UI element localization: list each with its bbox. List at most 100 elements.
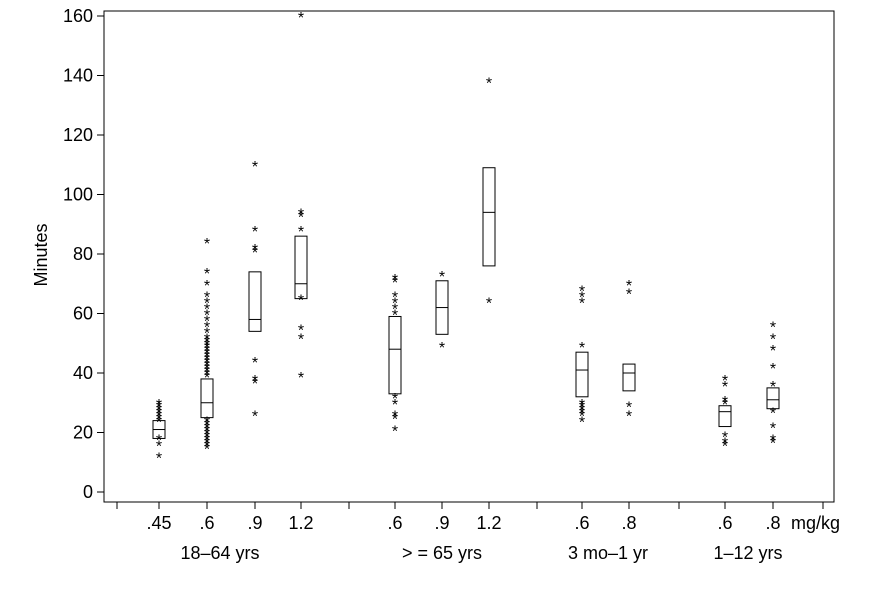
outlier-point: * [770, 319, 776, 336]
outlier-point: * [486, 296, 492, 313]
outlier-point: * [156, 450, 162, 467]
y-tick-label: 160 [63, 6, 93, 26]
outlier-point: * [204, 364, 210, 381]
outlier-point: * [722, 438, 728, 455]
outlier-point: * [204, 424, 210, 441]
outlier-point: * [204, 340, 210, 357]
outlier-point: * [392, 308, 398, 325]
box [294, 235, 308, 300]
outlier-point: * [579, 415, 585, 432]
outlier-point: * [204, 361, 210, 378]
outlier-point: * [204, 432, 210, 449]
group-label: 1–12 yrs [713, 543, 782, 563]
outlier-point: * [392, 391, 398, 408]
outlier-point: * [204, 441, 210, 458]
outlier-point: * [204, 313, 210, 330]
outlier-point: * [204, 290, 210, 307]
outlier-point: * [204, 319, 210, 336]
outlier-point: * [252, 355, 258, 372]
outlier-point: * [252, 373, 258, 390]
outlier-point: * [486, 75, 492, 92]
outlier-point: * [252, 224, 258, 241]
outlier-point: * [156, 412, 162, 429]
dose-label: .8 [621, 513, 636, 533]
outlier-point: * [722, 394, 728, 411]
outlier-point: * [204, 296, 210, 313]
outlier-point: * [204, 352, 210, 369]
outlier-point: * [392, 272, 398, 289]
outlier-point: * [770, 361, 776, 378]
outlier-point: * [204, 415, 210, 432]
outlier-point: * [156, 432, 162, 449]
group-label: 18–64 yrs [180, 543, 259, 563]
outlier-point: * [722, 435, 728, 452]
outlier-point: * [722, 379, 728, 396]
outlier-point: * [252, 245, 258, 262]
outlier-point: * [204, 367, 210, 384]
outlier-point: * [770, 432, 776, 449]
dose-label: .6 [199, 513, 214, 533]
y-tick-label: 80 [73, 244, 93, 264]
outlier-point: * [392, 296, 398, 313]
box [248, 271, 262, 332]
outlier-point: * [204, 355, 210, 372]
box [575, 351, 589, 398]
outlier-point: * [770, 421, 776, 438]
outlier-point: * [298, 10, 304, 27]
dose-label: .9 [434, 513, 449, 533]
box [718, 405, 732, 428]
plot-area: ****************************************… [152, 10, 780, 467]
outlier-point: * [204, 438, 210, 455]
outlier-point: * [579, 403, 585, 420]
outlier-point: * [770, 331, 776, 348]
box [482, 167, 496, 267]
dose-label: 1.2 [288, 513, 313, 533]
x-axis: 18–64 yrs.45.6.9 1.2> = 65 yrs.6.9 1.23 mo… [116, 502, 824, 563]
outlier-point: * [156, 409, 162, 426]
box [200, 378, 214, 419]
y-axis: 0 20 40 60 80 100 120 140 160 [63, 6, 104, 502]
dose-label: 1.2 [476, 513, 501, 533]
outlier-point: * [204, 427, 210, 444]
outlier-point: * [579, 284, 585, 301]
outlier-point: * [204, 370, 210, 387]
outlier-point: * [579, 296, 585, 313]
outlier-point: * [579, 406, 585, 423]
dose-label: .45 [146, 513, 171, 533]
outlier-point: * [298, 206, 304, 223]
outlier-point: * [204, 418, 210, 435]
outlier-point: * [298, 209, 304, 226]
group-label: > = 65 yrs [402, 543, 482, 563]
y-axis-title: Minutes [31, 223, 51, 286]
y-tick-label: 40 [73, 363, 93, 383]
x-unit-label: mg/kg [791, 513, 840, 533]
outlier-point: * [156, 400, 162, 417]
box [766, 387, 780, 410]
outlier-point: * [626, 278, 632, 295]
y-tick-label: 60 [73, 304, 93, 324]
outlier-point: * [579, 290, 585, 307]
outlier-point: * [252, 242, 258, 259]
outlier-point: * [204, 435, 210, 452]
outlier-point: * [298, 293, 304, 310]
outlier-point: * [156, 397, 162, 414]
outlier-point: * [392, 424, 398, 441]
outlier-point: * [770, 379, 776, 396]
outlier-point: * [204, 343, 210, 360]
outlier-point: * [626, 287, 632, 304]
dose-label: .8 [765, 513, 780, 533]
outlier-point: * [298, 331, 304, 348]
outlier-point: * [439, 340, 445, 357]
outlier-point: * [204, 236, 210, 253]
outlier-point: * [204, 358, 210, 375]
outlier-point: * [156, 415, 162, 432]
outlier-point: * [439, 269, 445, 286]
outlier-point: * [579, 340, 585, 357]
outlier-point: * [204, 266, 210, 283]
outlier-point: * [204, 308, 210, 325]
dose-label: .6 [387, 513, 402, 533]
outlier-point: * [626, 409, 632, 426]
outlier-point: * [252, 159, 258, 176]
outlier-point: * [579, 397, 585, 414]
